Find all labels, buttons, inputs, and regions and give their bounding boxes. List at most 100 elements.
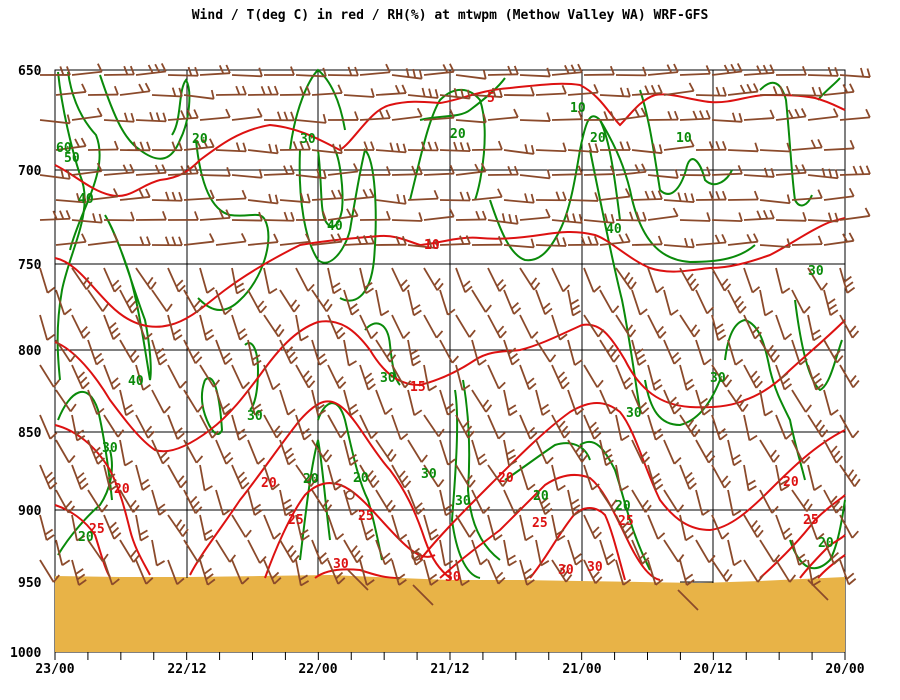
wind-barb	[199, 514, 214, 542]
wind-barb	[679, 364, 695, 391]
grid	[55, 70, 845, 583]
wind-barb	[551, 110, 583, 121]
wind-barb	[599, 188, 631, 201]
wind-barb	[87, 85, 119, 96]
wind-barb	[583, 364, 604, 388]
wind-barb	[412, 584, 434, 606]
wind-barb	[471, 339, 487, 366]
wind-barb	[839, 514, 859, 539]
rh-label-30e: 30	[710, 371, 726, 386]
t-label-25a: 25	[89, 522, 105, 537]
wind-barb	[503, 144, 535, 155]
wind-barb	[711, 364, 733, 388]
t-label-5: 5	[487, 91, 495, 106]
t-label-10: 10	[424, 238, 440, 253]
wind-barb	[295, 514, 310, 542]
wind-barb	[535, 339, 557, 363]
wind-barb	[183, 339, 203, 364]
wind-barb	[791, 189, 823, 201]
wind-barb	[839, 559, 857, 586]
wind-barb	[407, 389, 423, 416]
y-tick-850: 850	[18, 426, 42, 441]
wind-barb	[647, 414, 664, 441]
wind-barb	[647, 314, 667, 339]
wind-barb	[407, 87, 439, 99]
wind-barb	[711, 314, 727, 341]
wind-barb	[375, 389, 393, 415]
wind-barb	[615, 107, 647, 121]
rh-contour-14	[299, 439, 331, 561]
wind-barb	[439, 539, 454, 567]
wind-barb	[487, 414, 506, 440]
wind-barb	[551, 414, 571, 439]
x-minor-ticks	[54, 652, 846, 660]
wind-barb	[775, 514, 793, 541]
wind-barb	[167, 66, 199, 77]
wind-barb	[743, 167, 775, 178]
wind-barb	[487, 267, 507, 292]
wind-barb	[375, 84, 407, 96]
rh-label-20h: 20	[78, 530, 94, 545]
rh-contour-27	[724, 318, 806, 481]
wind-barb	[423, 267, 444, 291]
rh-label-20a: 20	[192, 132, 208, 147]
wind-barb	[135, 164, 167, 176]
wind-barb	[677, 589, 699, 611]
rh-contour-12	[317, 149, 344, 228]
wind-barb	[455, 414, 475, 439]
wind-barb	[423, 559, 439, 586]
wind-barb	[311, 233, 343, 246]
wind-barb	[647, 168, 679, 179]
wind-barb	[263, 66, 295, 76]
rh-label-10a: 10	[570, 101, 586, 116]
wind-barb	[215, 539, 237, 563]
wind-barb	[391, 267, 411, 293]
wind-barb	[103, 112, 135, 123]
wind-barb	[839, 108, 871, 121]
wind-barb	[503, 289, 522, 315]
wind-barb	[391, 414, 409, 441]
wind-barb	[71, 364, 90, 390]
wind-barb	[311, 389, 327, 417]
wind-barb	[103, 414, 125, 438]
wind-barb	[311, 189, 343, 201]
wind-barb	[519, 267, 541, 291]
wind-barb	[327, 464, 343, 491]
wind-barb	[343, 188, 375, 201]
wind-barb	[311, 489, 333, 513]
wind-barb	[743, 267, 761, 294]
wind-barb	[839, 464, 861, 488]
wind-barb	[119, 489, 140, 513]
wind-barb	[55, 137, 87, 151]
y-tick-900: 900	[18, 504, 42, 519]
wind-barb	[215, 489, 232, 516]
t-label-30d: 30	[587, 560, 603, 575]
wind-barb	[695, 339, 712, 366]
wind-barb	[823, 139, 855, 151]
wind-barb	[119, 82, 151, 96]
wind-barb	[263, 364, 281, 391]
wind-barb	[455, 69, 487, 80]
rh-contour-6	[57, 449, 113, 556]
wind-barb	[679, 166, 711, 177]
wind-barb	[695, 233, 727, 246]
y-tick-650: 650	[18, 64, 42, 79]
wind-barb	[471, 87, 503, 98]
rh-label-50: 50	[64, 151, 80, 166]
rh-label-10b: 10	[676, 131, 692, 146]
wind-barb	[199, 464, 213, 492]
wind-barb	[759, 142, 791, 153]
t-contour-7	[264, 482, 436, 579]
rh-label-20g: 20	[615, 499, 631, 514]
wind-barb	[199, 314, 215, 341]
wind-barb	[295, 314, 309, 342]
wind-barb	[807, 364, 824, 391]
wind-barb	[487, 464, 509, 487]
wind-barb	[119, 236, 151, 246]
wind-barb	[791, 539, 807, 566]
t-contour-14	[817, 554, 846, 579]
wind-barb	[199, 167, 231, 177]
wind-barb	[343, 339, 357, 367]
rh-label-40a: 40	[78, 192, 94, 207]
wind-barb	[615, 314, 637, 338]
